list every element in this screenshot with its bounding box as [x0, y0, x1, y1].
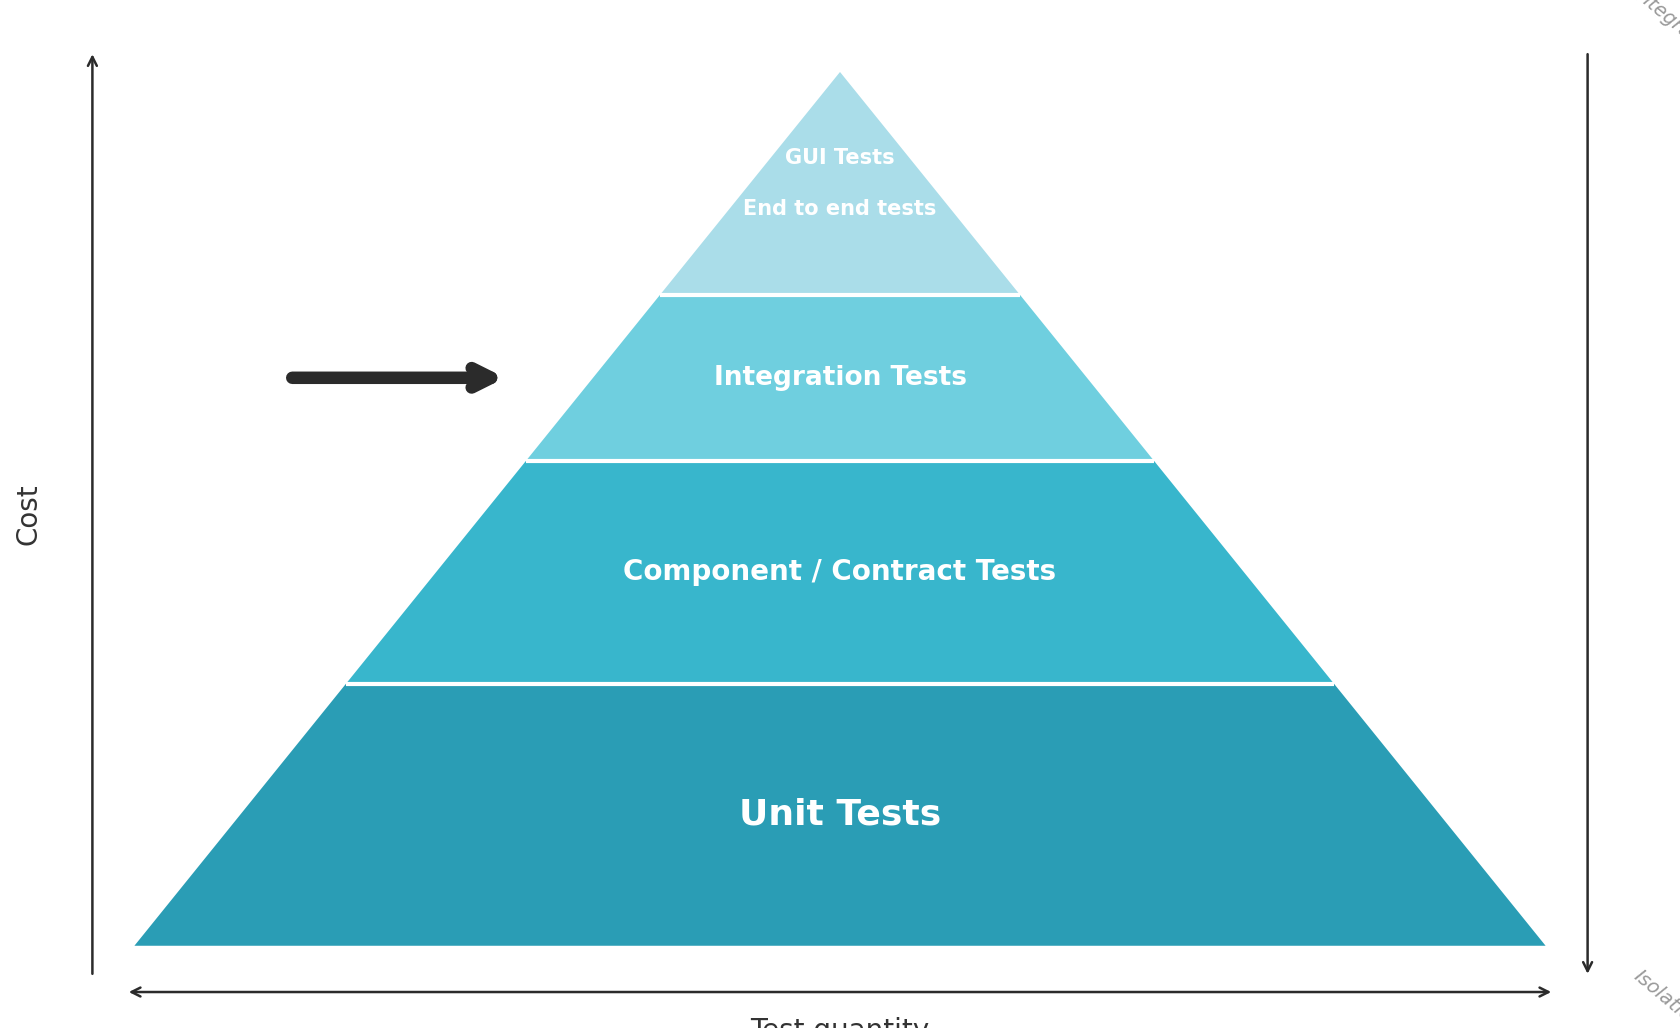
Text: Unit Tests: Unit Tests — [739, 798, 941, 832]
Text: Cost: Cost — [15, 483, 42, 545]
Polygon shape — [660, 72, 1020, 295]
Text: Component / Contract Tests: Component / Contract Tests — [623, 558, 1057, 586]
Polygon shape — [134, 684, 1546, 946]
Text: Test quantity: Test quantity — [751, 1017, 929, 1028]
Polygon shape — [346, 461, 1334, 684]
Text: Integration Tests: Integration Tests — [714, 365, 966, 391]
Text: Integration: Integration — [1630, 0, 1680, 68]
Text: End to end tests: End to end tests — [743, 199, 937, 219]
Text: Isolation: Isolation — [1630, 966, 1680, 1028]
Polygon shape — [526, 295, 1154, 461]
Text: GUI Tests: GUI Tests — [785, 148, 895, 168]
